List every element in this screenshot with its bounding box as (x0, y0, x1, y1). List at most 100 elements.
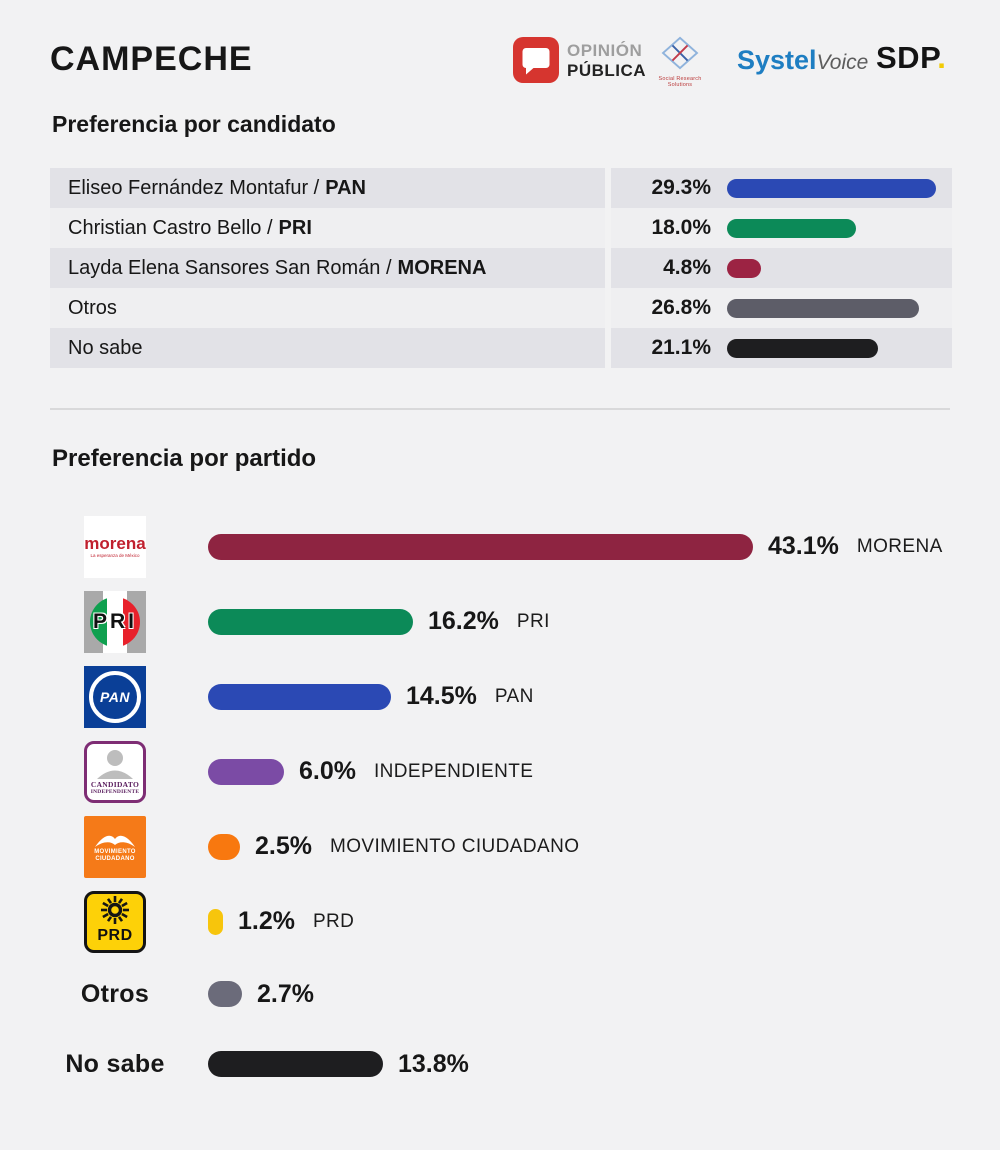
systel-suffix: Voice (816, 51, 869, 74)
candidate-value-cell: 4.8% (611, 248, 952, 288)
eagle-icon (95, 835, 135, 847)
party-bar (208, 533, 753, 560)
party-bar-area: 2.7% (208, 980, 314, 1009)
sdp-brand: SDP (876, 40, 938, 75)
systel-voice-logo: SystelVoice (737, 45, 868, 76)
otros-label: Otros (80, 979, 150, 1008)
independiente-line1: CANDIDATO (90, 779, 140, 789)
candidate-party: MORENA (397, 256, 487, 279)
party-bar (208, 608, 413, 635)
candidate-pct: 26.8% (651, 296, 711, 319)
party-pct: 16.2% (428, 607, 499, 635)
candidate-pct: 21.1% (651, 336, 711, 359)
morena-wordmark: morena (84, 534, 146, 553)
party-logo-cell: PRI (40, 590, 190, 653)
mc-line1: MOVIMIENTO (94, 848, 136, 855)
party-bar-area: 16.2% PRI (208, 607, 550, 636)
party-bar-area: 14.5% PAN (208, 682, 534, 711)
candidate-value-cell: 18.0% (611, 208, 952, 248)
party-bar (208, 908, 223, 935)
party-logo-cell: PRD (40, 890, 190, 953)
candidate-value-cell: 29.3% (611, 168, 952, 208)
section-divider (50, 408, 950, 410)
party-logo-cell: morena La esperanza de México (40, 515, 190, 578)
srs-caption: Social Research Solutions (658, 76, 702, 88)
party-label-cell: Otros (40, 980, 190, 1009)
party-logo-cell: PAN (40, 665, 190, 728)
party-name: INDEPENDIENTE (373, 760, 534, 782)
candidate-label: Eliseo Fernández Montafur / PAN (50, 168, 605, 208)
no-sabe-label: No sabe (65, 1049, 165, 1078)
candidate-label: Christian Castro Bello / PRI (50, 208, 605, 248)
candidate-label: Otros (50, 288, 605, 328)
party-bar (208, 833, 240, 860)
candidate-name: Otros (68, 296, 117, 319)
party-pct: 14.5% (406, 682, 477, 710)
candidate-bar (727, 338, 878, 358)
candidate-pct: 29.3% (651, 176, 711, 199)
party-bar (208, 758, 284, 785)
party-bar-area: 2.5% MOVIMIENTO CIUDADANO (208, 832, 579, 861)
srs-icon (661, 36, 699, 70)
opinion-line: OPINIÓN (567, 41, 643, 60)
sun-icon (101, 895, 129, 924)
party-pct: 6.0% (299, 757, 356, 785)
morena-tagline: La esperanza de México (90, 553, 140, 558)
party-name: PAN (494, 685, 534, 707)
candidate-bar (727, 218, 856, 238)
prd-logo: PRD (84, 890, 146, 953)
sdp-dot: . (937, 40, 947, 75)
candidate-value-cell: 21.1% (611, 328, 952, 368)
candidate-name: No sabe (68, 336, 143, 359)
party-logo-cell: CANDIDATO INDEPENDIENTE (40, 740, 190, 803)
candidate-row: Otros 26.8% (50, 288, 952, 328)
movimiento-ciudadano-logo: MOVIMIENTO CIUDADANO (84, 815, 146, 878)
candidate-label: No sabe (50, 328, 605, 368)
party-bar-area: 43.1% MORENA (208, 532, 943, 561)
party-bar-area: 13.8% (208, 1050, 469, 1079)
candidate-bar (727, 298, 919, 318)
candidate-label: Layda Elena Sansores San Román / MORENA (50, 248, 605, 288)
party-row-no-sabe: No sabe 13.8% (40, 1029, 990, 1099)
pri-letters: PRI (92, 609, 137, 633)
candidates-table: Eliseo Fernández Montafur / PAN 29.3% Chr… (50, 168, 952, 368)
party-label-cell: No sabe (40, 1050, 190, 1079)
party-bar (208, 683, 391, 710)
candidate-bar (727, 258, 761, 278)
pan-letters: PAN (99, 688, 131, 705)
prd-letters: PRD (97, 926, 133, 944)
candidate-party: PAN (325, 176, 366, 199)
party-row-otros: Otros 2.7% (40, 959, 990, 1029)
party-name: MORENA (856, 535, 943, 557)
party-logo-cell: MOVIMIENTO CIUDADANO (40, 815, 190, 878)
candidate-row: Layda Elena Sansores San Román / MORENA 4… (50, 248, 952, 288)
candidate-name: Eliseo Fernández Montafur / (68, 176, 320, 199)
candidate-pct: 18.0% (651, 216, 711, 239)
candidate-name: Layda Elena Sansores San Román / (68, 256, 392, 279)
morena-logo: morena La esperanza de México (84, 515, 146, 578)
party-pct: 2.5% (255, 832, 312, 860)
candidate-row: Christian Castro Bello / PRI 18.0% (50, 208, 952, 248)
publica-line: PÚBLICA (567, 61, 647, 80)
candidate-bar (727, 178, 936, 198)
party-pct: 43.1% (768, 532, 839, 560)
party-row-prd: PRD 1.2% PRD (40, 884, 990, 959)
party-name: PRI (516, 610, 550, 632)
pri-logo: PRI (84, 590, 146, 653)
party-pct: 1.2% (238, 907, 295, 935)
systel-brand: Systel (737, 45, 817, 75)
social-research-solutions-logo: Social Research Solutions (648, 36, 712, 88)
party-bar-area: 1.2% PRD (208, 907, 354, 936)
party-pct: 13.8% (398, 1049, 469, 1078)
pri-tricolor-circle (90, 596, 140, 647)
pan-logo: PAN (84, 665, 146, 728)
parties-section-title: Preferencia por partido (52, 445, 317, 472)
candidate-party: PRI (278, 216, 312, 239)
party-bar (208, 981, 242, 1007)
candidate-pct: 4.8% (663, 256, 711, 279)
party-row-pan: PAN 14.5% PAN (40, 659, 990, 734)
opinion-publica-icon (513, 37, 559, 83)
party-bar-area: 6.0% INDEPENDIENTE (208, 757, 533, 786)
candidate-name: Christian Castro Bello / (68, 216, 273, 239)
